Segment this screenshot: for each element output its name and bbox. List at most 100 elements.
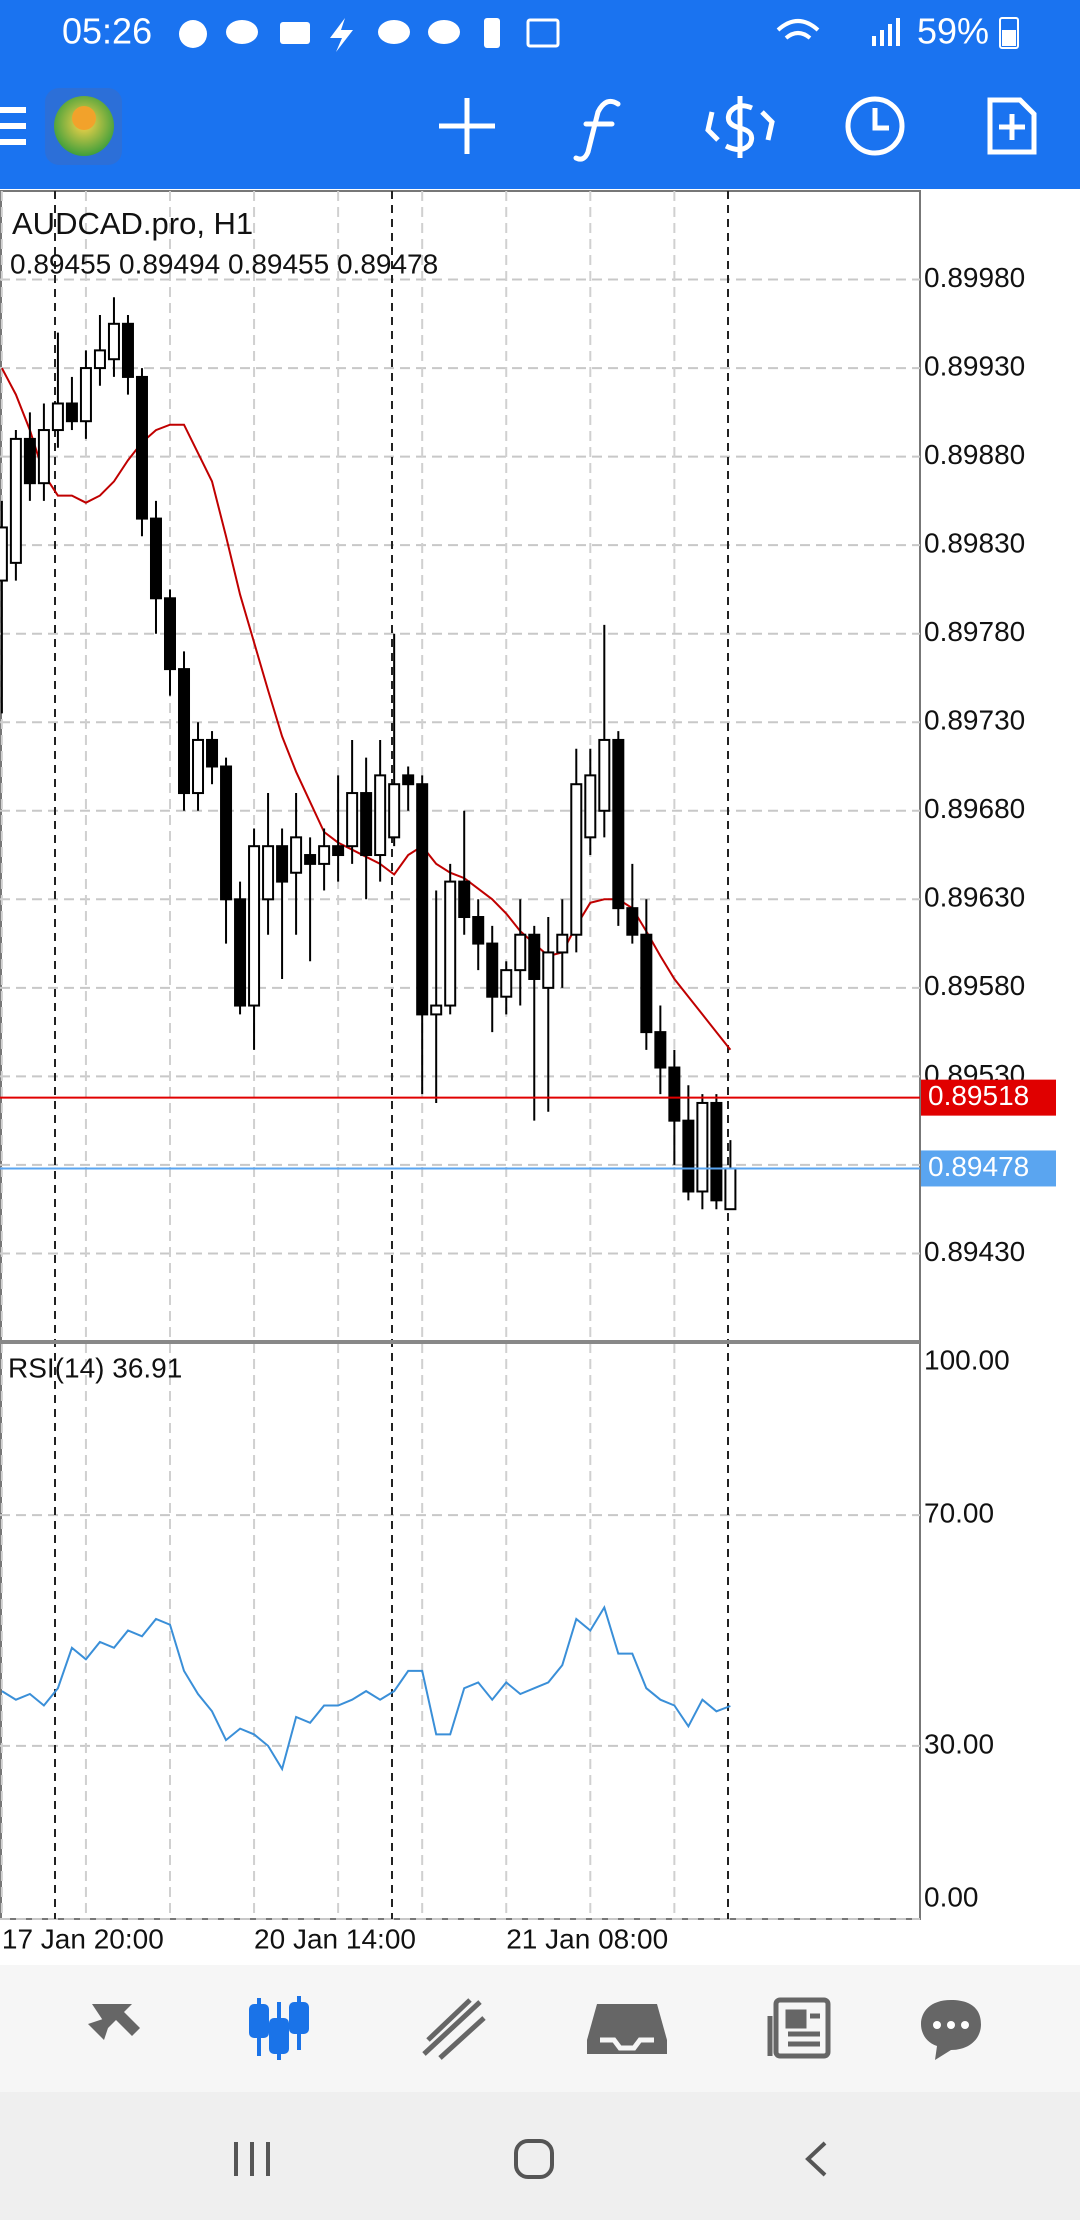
candle-body <box>598 738 611 812</box>
x-tick-label: 17 Jan 20:00 <box>2 1923 164 1954</box>
indicator-plot <box>1 1604 731 1772</box>
status-icons <box>179 17 1019 52</box>
nav-chat[interactable] <box>921 2000 981 2060</box>
candle-body <box>65 402 78 423</box>
axes: 0.89980 0.89930 0.89880 0.89830 0.89780 0.897… <box>2 262 1056 1954</box>
candle-body <box>164 597 176 671</box>
candle-body <box>696 1101 709 1193</box>
candle-body <box>458 880 471 919</box>
candle-body <box>612 738 625 910</box>
candle-body <box>332 845 345 857</box>
candle-body <box>248 845 261 1007</box>
candle-body <box>682 1119 695 1193</box>
candle-body <box>374 774 387 857</box>
candle-body <box>346 792 359 848</box>
candle-body <box>290 836 303 874</box>
candle-body <box>626 907 639 936</box>
y2-tick-label: 0.00 <box>924 1881 979 1912</box>
candle-body <box>178 668 191 795</box>
candle-body <box>556 933 569 954</box>
y-tick-label: 0.89630 <box>924 882 1025 913</box>
y2-tick-label: 30.00 <box>924 1728 994 1759</box>
y2-tick-label: 100.00 <box>924 1344 1010 1375</box>
candle-body <box>23 437 36 485</box>
system-nav <box>0 2092 1080 2220</box>
nav-history[interactable] <box>587 2004 667 2054</box>
price-label-box <box>921 1150 1056 1187</box>
candle-body <box>360 792 373 857</box>
system-back[interactable] <box>805 2141 827 2177</box>
candle-body <box>710 1101 723 1202</box>
candle-body <box>262 845 275 901</box>
y-tick-label: 0.89880 <box>924 439 1025 470</box>
x-tick-label: 20 Jan 14:00 <box>254 1923 416 1954</box>
candle-body <box>724 1167 737 1211</box>
candle-body <box>318 845 331 865</box>
y2-tick-label: 70.00 <box>924 1497 994 1528</box>
menu-button[interactable] <box>0 107 26 145</box>
history-button[interactable] <box>845 96 905 156</box>
candle-body <box>107 322 120 361</box>
y-tick-label: 0.89680 <box>924 793 1025 824</box>
nav-news[interactable] <box>767 1997 831 2059</box>
candle-body <box>542 951 555 989</box>
candle-body <box>51 402 64 432</box>
candle-body <box>388 783 401 839</box>
grid <box>0 191 920 1920</box>
y-tick-label: 0.89730 <box>924 705 1025 736</box>
candle-body <box>584 774 597 839</box>
candle-body <box>304 854 317 865</box>
chart-subtitle: 0.89455 0.89494 0.89455 0.89478 <box>10 248 438 279</box>
candle-body <box>416 783 429 1016</box>
nav-chart[interactable] <box>249 1996 309 2060</box>
bottom-nav <box>0 1965 1080 2092</box>
candle-body <box>528 933 541 980</box>
price-label: 0.89478 <box>928 1151 1029 1182</box>
candle-body <box>500 969 513 998</box>
candle-body <box>79 367 92 423</box>
candle-body <box>9 437 22 564</box>
candle-body <box>220 765 233 901</box>
nav-trade[interactable] <box>422 1998 486 2060</box>
period-separators <box>54 191 729 1919</box>
candle-body <box>37 429 50 485</box>
system-recents[interactable] <box>234 2142 270 2176</box>
candle-body <box>640 933 653 1034</box>
candle-body <box>0 526 8 582</box>
y-tick-label: 0.89830 <box>924 528 1025 559</box>
indicator-line <box>1 1604 731 1772</box>
crosshair-button[interactable] <box>439 98 495 154</box>
status-battery: 59% <box>917 11 989 52</box>
candle-body <box>206 738 219 768</box>
system-home[interactable] <box>514 2139 554 2179</box>
candle-body <box>276 845 289 883</box>
price-label-box <box>921 1079 1056 1116</box>
candle-body <box>570 783 583 936</box>
indicators-button[interactable] <box>573 98 621 162</box>
x-tick-label: 21 Jan 08:00 <box>506 1923 668 1954</box>
y-tick-label: 0.89580 <box>924 970 1025 1001</box>
candle-body <box>514 933 527 972</box>
new-order-button[interactable] <box>987 97 1037 155</box>
candle-body <box>654 1031 667 1069</box>
trade-button[interactable] <box>705 96 775 158</box>
candle-body <box>472 916 485 945</box>
app-logo[interactable] <box>45 88 122 165</box>
candle-body <box>486 942 499 998</box>
candle-body <box>444 880 457 1007</box>
candle-body <box>149 517 162 600</box>
y-tick-label: 0.89430 <box>924 1236 1025 1267</box>
indicator-title: RSI(14) 36.91 <box>8 1352 182 1383</box>
chart-title: AUDCAD.pro, H1 <box>12 206 253 241</box>
candle-body <box>93 349 106 370</box>
y-tick-label: 0.89930 <box>924 350 1025 381</box>
candle-body <box>121 322 134 378</box>
y-tick-label: 0.89780 <box>924 616 1025 647</box>
chart-frame <box>0 190 921 1920</box>
candle-body <box>430 1004 443 1016</box>
status-time: 05:26 <box>62 11 152 52</box>
y-tick-label: 0.89980 <box>924 262 1025 293</box>
nav-quotes[interactable] <box>76 2004 140 2052</box>
